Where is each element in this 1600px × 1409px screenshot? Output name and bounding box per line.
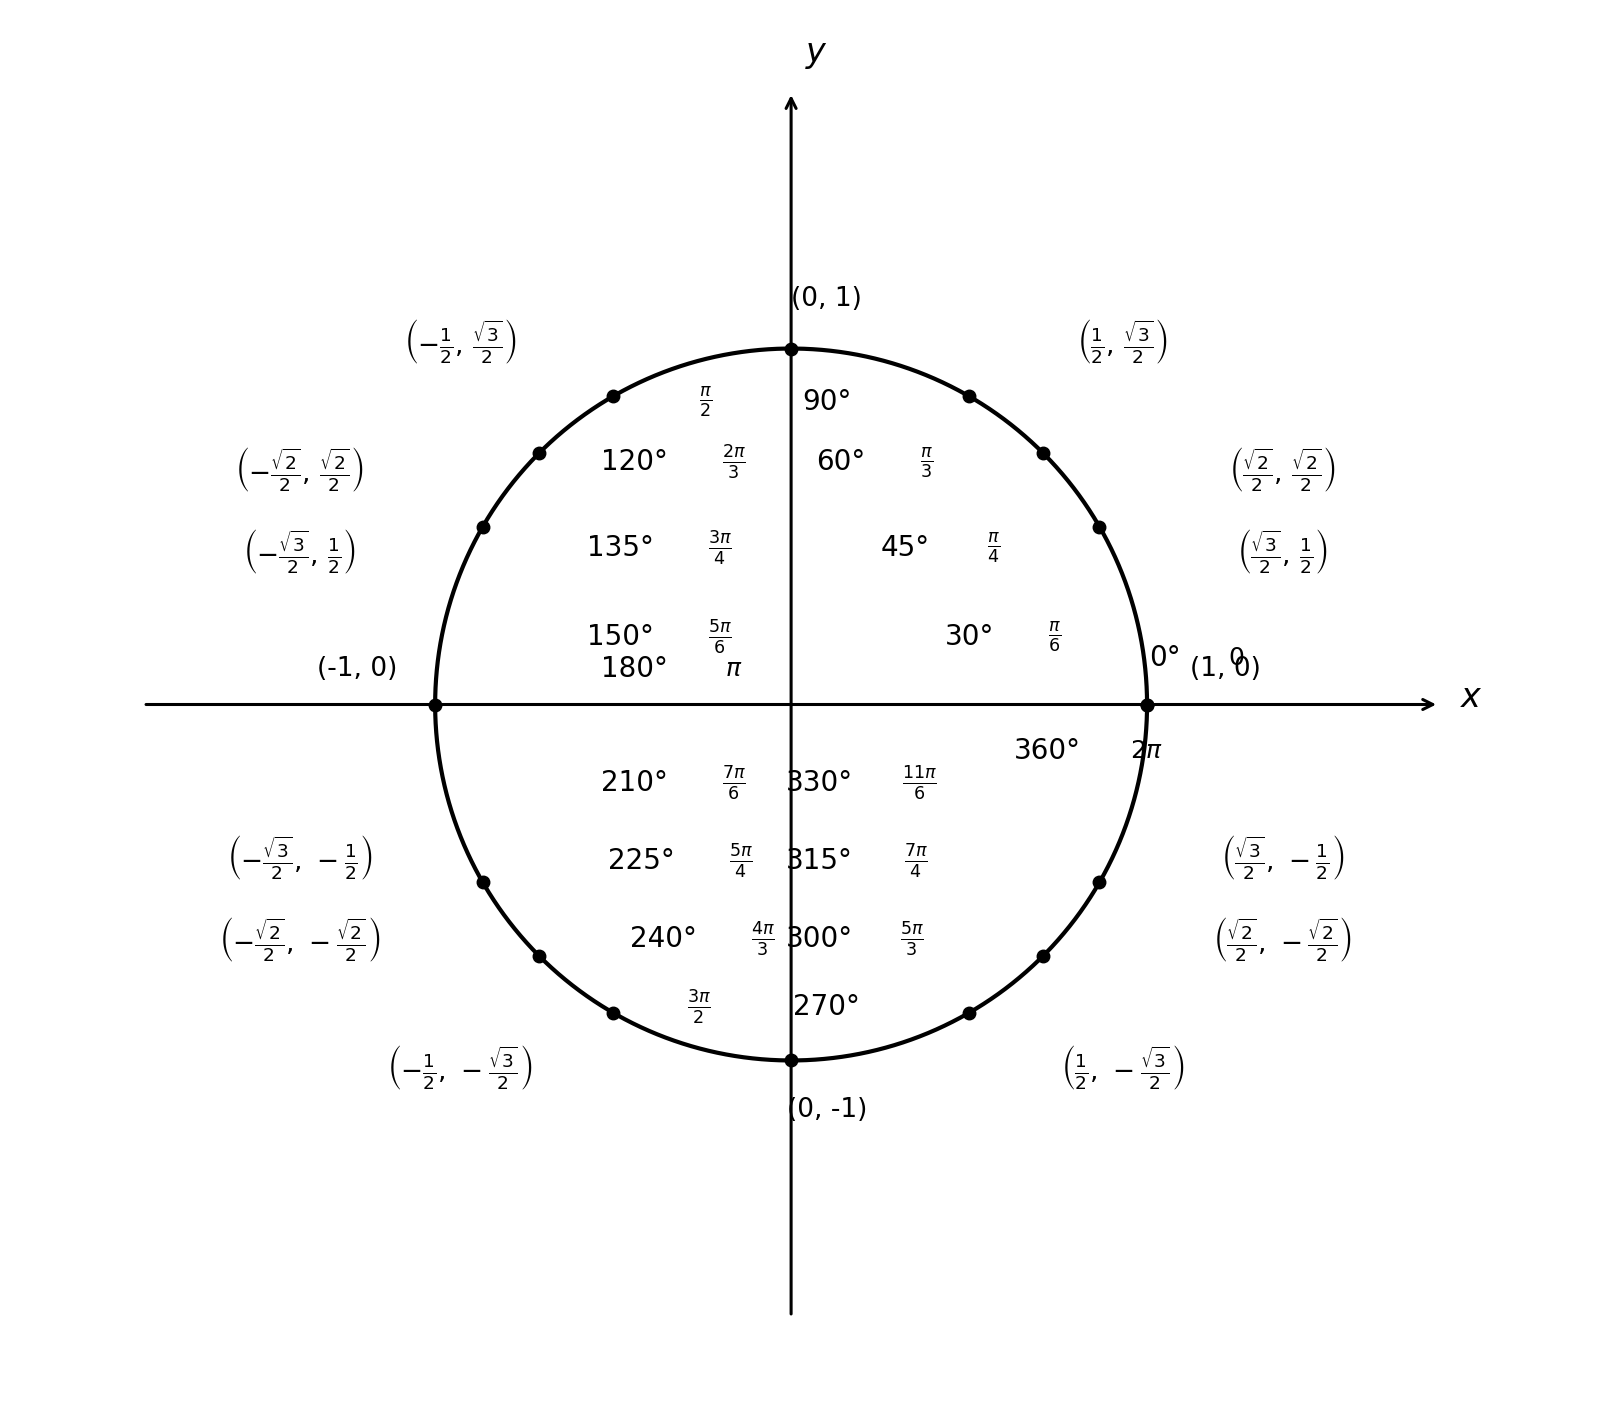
Text: $2\pi$: $2\pi$ xyxy=(1131,738,1163,762)
Text: $\left(-\frac{\sqrt{2}}{2},\, \frac{\sqrt{2}}{2}\right)$: $\left(-\frac{\sqrt{2}}{2},\, \frac{\sqr… xyxy=(235,445,365,495)
Text: $\left(\frac{\sqrt{3}}{2},\, -\frac{1}{2}\right)$: $\left(\frac{\sqrt{3}}{2},\, -\frac{1}{2… xyxy=(1221,833,1344,882)
Text: $\left(\frac{\sqrt{3}}{2},\, \frac{1}{2}\right)$: $\left(\frac{\sqrt{3}}{2},\, \frac{1}{2}… xyxy=(1237,527,1328,576)
Text: $y$: $y$ xyxy=(805,38,829,70)
Text: $\left(-\frac{\sqrt{3}}{2},\, \frac{1}{2}\right)$: $\left(-\frac{\sqrt{3}}{2},\, \frac{1}{2… xyxy=(243,527,357,576)
Text: $\frac{3\pi}{2}$: $\frac{3\pi}{2}$ xyxy=(686,988,710,1026)
Text: 0: 0 xyxy=(1229,647,1243,671)
Text: $\frac{\pi}{6}$: $\frac{\pi}{6}$ xyxy=(1048,620,1061,654)
Text: $\pi$: $\pi$ xyxy=(725,657,742,681)
Text: $\left(\frac{1}{2},\, -\frac{\sqrt{3}}{2}\right)$: $\left(\frac{1}{2},\, -\frac{\sqrt{3}}{2… xyxy=(1061,1043,1184,1092)
Text: 135°: 135° xyxy=(587,534,654,562)
Text: $\frac{5\pi}{4}$: $\frac{5\pi}{4}$ xyxy=(730,843,754,881)
Text: 120°: 120° xyxy=(602,448,667,476)
Text: (0, 1): (0, 1) xyxy=(792,286,862,311)
Text: $\left(\frac{\sqrt{2}}{2},\, \frac{\sqrt{2}}{2}\right)$: $\left(\frac{\sqrt{2}}{2},\, \frac{\sqrt… xyxy=(1229,445,1336,495)
Text: $\frac{3\pi}{4}$: $\frac{3\pi}{4}$ xyxy=(707,528,731,566)
Text: 210°: 210° xyxy=(602,769,667,797)
Text: 90°: 90° xyxy=(802,387,851,416)
Text: 150°: 150° xyxy=(587,623,654,651)
Text: $\left(-\frac{\sqrt{3}}{2},\, -\frac{1}{2}\right)$: $\left(-\frac{\sqrt{3}}{2},\, -\frac{1}{… xyxy=(227,833,373,882)
Text: (0, -1): (0, -1) xyxy=(787,1098,867,1123)
Text: $\left(\frac{\sqrt{2}}{2},\, -\frac{\sqrt{2}}{2}\right)$: $\left(\frac{\sqrt{2}}{2},\, -\frac{\sqr… xyxy=(1213,914,1352,964)
Text: 0°: 0° xyxy=(1149,644,1181,672)
Text: 240°: 240° xyxy=(629,926,696,954)
Text: (-1, 0): (-1, 0) xyxy=(317,657,397,682)
Text: $\frac{4\pi}{3}$: $\frac{4\pi}{3}$ xyxy=(750,920,774,958)
Text: $\frac{\pi}{2}$: $\frac{\pi}{2}$ xyxy=(699,385,712,420)
Text: (1, 0): (1, 0) xyxy=(1190,657,1261,682)
Text: 300°: 300° xyxy=(786,926,853,954)
Text: $\left(-\frac{1}{2},\, \frac{\sqrt{3}}{2}\right)$: $\left(-\frac{1}{2},\, \frac{\sqrt{3}}{2… xyxy=(403,317,517,366)
Text: 225°: 225° xyxy=(608,847,675,875)
Text: $\frac{7\pi}{6}$: $\frac{7\pi}{6}$ xyxy=(722,764,746,802)
Text: $\frac{\pi}{3}$: $\frac{\pi}{3}$ xyxy=(920,445,933,479)
Text: 45°: 45° xyxy=(880,534,930,562)
Text: $\left(-\frac{\sqrt{2}}{2},\, -\frac{\sqrt{2}}{2}\right)$: $\left(-\frac{\sqrt{2}}{2},\, -\frac{\sq… xyxy=(219,914,381,964)
Text: 270°: 270° xyxy=(794,993,861,1022)
Text: $x$: $x$ xyxy=(1461,681,1483,714)
Text: 315°: 315° xyxy=(786,847,853,875)
Text: 60°: 60° xyxy=(816,448,866,476)
Text: 360°: 360° xyxy=(1014,737,1082,765)
Text: $\frac{2\pi}{3}$: $\frac{2\pi}{3}$ xyxy=(722,444,746,482)
Text: $\frac{11\pi}{6}$: $\frac{11\pi}{6}$ xyxy=(902,764,936,802)
Text: $\frac{5\pi}{3}$: $\frac{5\pi}{3}$ xyxy=(901,920,925,958)
Text: $\left(-\frac{1}{2},\, -\frac{\sqrt{3}}{2}\right)$: $\left(-\frac{1}{2},\, -\frac{\sqrt{3}}{… xyxy=(387,1043,533,1092)
Text: 30°: 30° xyxy=(944,623,994,651)
Text: $\frac{7\pi}{4}$: $\frac{7\pi}{4}$ xyxy=(904,843,928,881)
Text: $\left(\frac{1}{2},\, \frac{\sqrt{3}}{2}\right)$: $\left(\frac{1}{2},\, \frac{\sqrt{3}}{2}… xyxy=(1077,317,1168,366)
Text: 180°: 180° xyxy=(602,655,667,683)
Text: $\frac{5\pi}{6}$: $\frac{5\pi}{6}$ xyxy=(707,619,731,655)
Text: $\frac{\pi}{4}$: $\frac{\pi}{4}$ xyxy=(987,531,1000,565)
Text: 330°: 330° xyxy=(786,769,853,797)
